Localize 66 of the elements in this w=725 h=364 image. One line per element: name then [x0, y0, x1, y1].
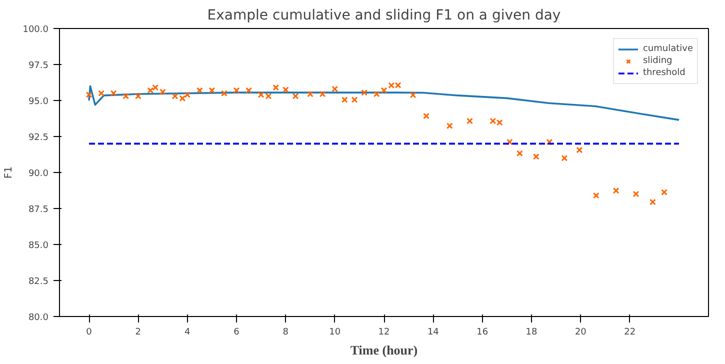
y-tick-label: 85.0	[28, 241, 49, 251]
point	[341, 96, 348, 104]
y-tick-label: 97.5	[28, 61, 49, 71]
y-axis-title: F1	[4, 166, 15, 179]
point	[110, 90, 117, 97]
point	[380, 87, 388, 94]
point	[466, 118, 474, 124]
point	[134, 92, 142, 100]
point	[160, 88, 166, 96]
chart-title: Example cumulative and sliding F1 on a given day	[207, 8, 561, 24]
y-tick-label: 87.5	[28, 205, 49, 215]
line-series	[88, 85, 680, 121]
x-tick-label: 4	[184, 328, 190, 338]
point	[361, 89, 368, 96]
x-tick-label: 16	[476, 328, 488, 338]
point	[532, 153, 540, 160]
y-tick-label: 92.5	[28, 133, 49, 143]
y-tick-label: 95.0	[28, 97, 49, 107]
point	[546, 138, 553, 146]
point	[423, 112, 430, 120]
point	[233, 87, 240, 94]
x-tick-label: 6	[234, 328, 240, 338]
y-tick-label: 100.0	[22, 25, 49, 35]
point	[410, 92, 416, 98]
x-tick-label: 14	[427, 328, 440, 338]
point	[196, 87, 203, 94]
point	[332, 86, 338, 92]
point	[516, 150, 523, 157]
x-tick-label: 8	[282, 328, 289, 338]
point	[632, 190, 640, 198]
point	[373, 90, 380, 98]
point	[506, 138, 513, 146]
point	[661, 189, 668, 196]
x-tick-label: 10	[329, 328, 341, 338]
legend-label: cumulative	[642, 43, 693, 55]
point	[576, 146, 583, 154]
x-tick-label: 2	[135, 328, 142, 338]
x-axis-title: Time (hour)	[350, 342, 418, 358]
point	[649, 198, 656, 206]
point	[292, 92, 299, 100]
point	[282, 86, 289, 93]
point	[351, 96, 358, 104]
point	[246, 87, 252, 94]
point	[208, 87, 216, 94]
point	[446, 122, 453, 130]
point	[319, 90, 326, 98]
point	[272, 84, 280, 91]
y-tick-label: 90.0	[28, 169, 49, 179]
y-tick-label: 80.0	[28, 313, 49, 323]
point	[98, 90, 105, 97]
legend-label: sliding	[642, 55, 672, 67]
point	[561, 154, 568, 162]
x-tick-label: 0	[86, 328, 92, 338]
x-tick-label: 22	[624, 328, 636, 338]
legend-label: threshold	[642, 67, 686, 79]
y-tick-label: 82.5	[28, 277, 49, 287]
point	[612, 187, 620, 194]
point	[86, 92, 92, 98]
point	[220, 90, 228, 97]
x-tick-label: 18	[526, 328, 538, 338]
point	[592, 192, 600, 199]
point	[184, 92, 191, 98]
point	[307, 90, 314, 98]
x-tick-label: 12	[378, 328, 390, 338]
x-tick-label: 20	[574, 328, 587, 338]
point	[122, 92, 130, 100]
